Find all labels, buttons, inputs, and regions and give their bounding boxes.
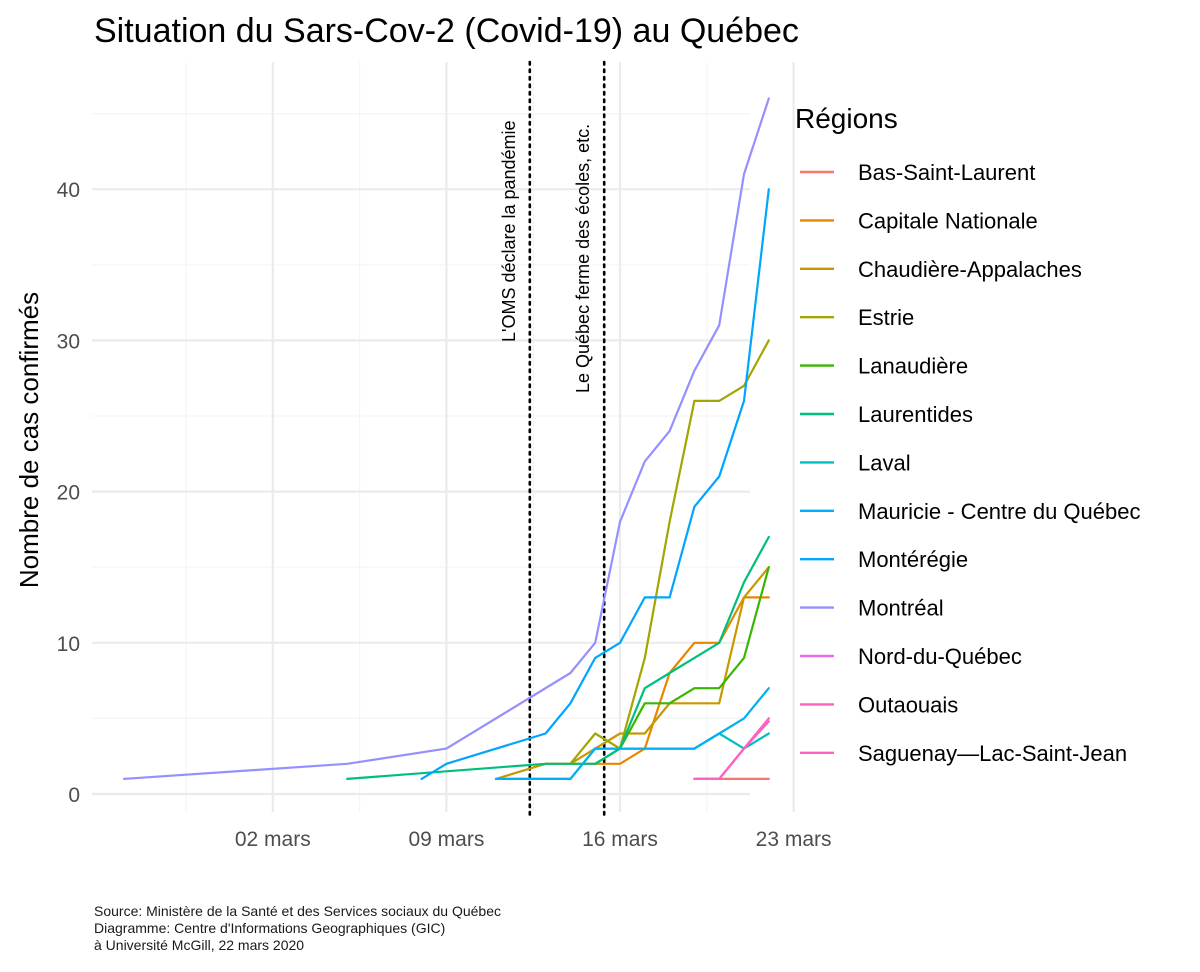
series-line bbox=[693, 717, 770, 781]
x-tick-label: 09 mars bbox=[408, 828, 484, 851]
legend-entry-label: Outaouais bbox=[858, 692, 958, 717]
series-line bbox=[494, 687, 770, 781]
series-layer bbox=[122, 97, 770, 781]
y-tick-label: 20 bbox=[57, 482, 80, 505]
grid-layer bbox=[92, 62, 795, 812]
x-tick-label: 23 mars bbox=[756, 828, 832, 851]
legend-entry-label: Laval bbox=[858, 450, 911, 475]
series-line bbox=[693, 720, 770, 781]
legend-title: Régions bbox=[795, 103, 898, 134]
legend-entry-label: Saguenay—Lac-Saint-Jean bbox=[858, 741, 1127, 766]
legend-entry-label: Laurentides bbox=[858, 402, 973, 427]
y-axis-label: Nombre de cas confirmés bbox=[14, 292, 44, 588]
series-line bbox=[693, 717, 770, 781]
annotation-label: Le Québec ferme des écoles, etc. bbox=[573, 124, 593, 393]
y-tick-label: 30 bbox=[57, 330, 80, 353]
chart-title: Situation du Sars-Cov-2 (Covid-19) au Qu… bbox=[94, 12, 799, 50]
series-line bbox=[420, 188, 770, 781]
annotation-layer: L'OMS déclare la pandémie Le Québec ferme… bbox=[499, 60, 606, 818]
caption: Source: Ministère de la Santé et des Ser… bbox=[94, 903, 501, 954]
legend-entry-label: Estrie bbox=[858, 305, 914, 330]
annotation-label: L'OMS déclare la pandémie bbox=[499, 120, 519, 342]
series-line bbox=[122, 97, 770, 781]
legend-entry-label: Nord-du-Québec bbox=[858, 644, 1022, 669]
legend-entry-label: Chaudière-Appalaches bbox=[858, 257, 1082, 282]
legend-entry-label: Capitale Nationale bbox=[858, 208, 1038, 233]
legend-entry-label: Montérégie bbox=[858, 547, 968, 572]
x-tick-label: 02 mars bbox=[235, 828, 311, 851]
x-tick-label: 16 mars bbox=[582, 828, 658, 851]
series-line bbox=[494, 566, 770, 781]
axis-layer: 02 mars 09 mars 16 mars 23 mars 0 10 20 30 40 bbox=[57, 179, 832, 851]
caption-affiliation: à Université McGill, 22 mars 2020 bbox=[94, 937, 305, 953]
caption-diagram: Diagramme: Centre d'Informations Geograp… bbox=[94, 920, 446, 936]
series-line bbox=[346, 535, 770, 781]
y-tick-label: 40 bbox=[57, 179, 80, 202]
legend-entry-label: Lanaudière bbox=[858, 354, 968, 379]
caption-source: Source: Ministère de la Santé et des Ser… bbox=[94, 903, 501, 919]
legend: Régions Bas-Saint-Laurent Capitale Nationa… bbox=[795, 103, 1140, 766]
legend-entry-label: Mauricie - Centre du Québec bbox=[858, 499, 1140, 524]
legend-entry-label: Montréal bbox=[858, 596, 944, 621]
legend-entry-label: Bas-Saint-Laurent bbox=[858, 160, 1035, 185]
y-tick-label: 10 bbox=[57, 633, 80, 656]
series-line bbox=[569, 339, 770, 765]
y-tick-label: 0 bbox=[68, 784, 80, 807]
